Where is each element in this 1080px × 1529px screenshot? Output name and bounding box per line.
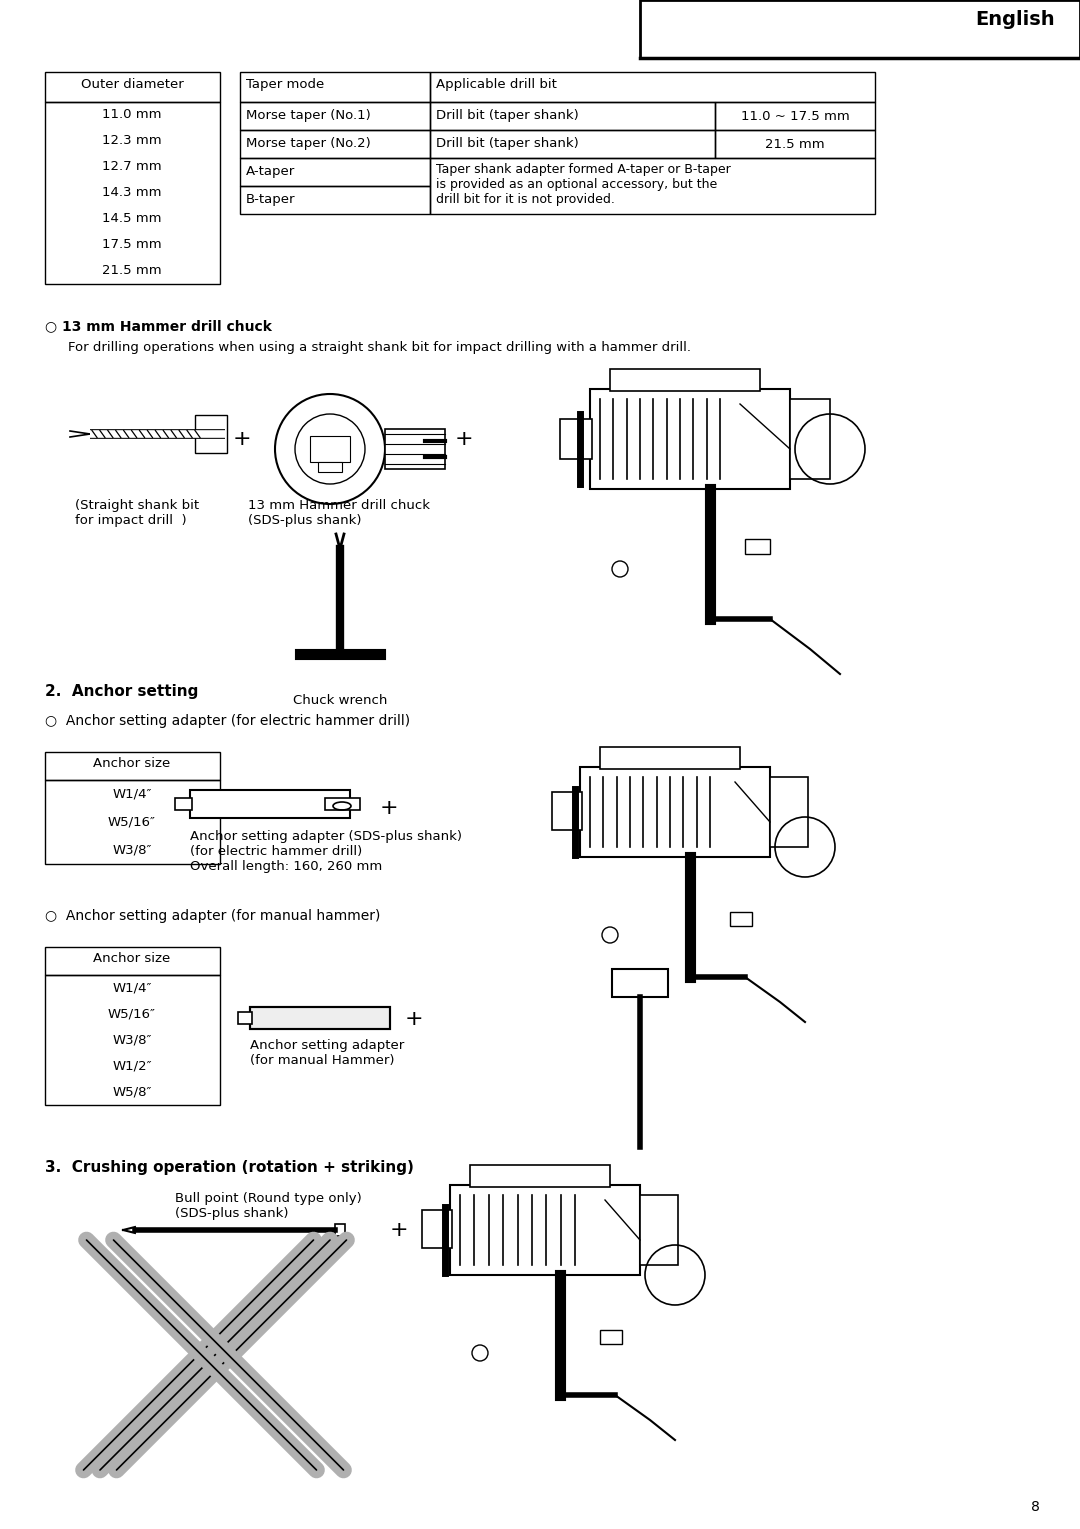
Bar (240, 187, 430, 214)
Bar (318, 462, 342, 472)
Text: ○  Anchor setting adapter (for manual hammer): ○ Anchor setting adapter (for manual ham… (45, 910, 380, 924)
Bar (45, 976, 220, 1105)
Text: 12.7 mm: 12.7 mm (103, 159, 162, 173)
Text: ○  Anchor setting adapter (for electric hammer drill): ○ Anchor setting adapter (for electric h… (45, 714, 410, 728)
Bar (310, 436, 350, 462)
Bar (335, 1225, 345, 1235)
Text: +: + (455, 430, 474, 450)
Text: W5/8″: W5/8″ (112, 1086, 152, 1098)
Text: 3.  Crushing operation (rotation + striking): 3. Crushing operation (rotation + striki… (45, 1161, 414, 1174)
Bar (600, 1330, 622, 1344)
Text: Anchor setting adapter (SDS-plus shank)
(for electric hammer drill)
Overall leng: Anchor setting adapter (SDS-plus shank) … (190, 830, 462, 873)
Bar (745, 540, 770, 553)
Text: W5/16″: W5/16″ (108, 1008, 156, 1020)
Bar (430, 130, 715, 157)
Text: Morse taper (No.2): Morse taper (No.2) (246, 138, 370, 150)
Bar (715, 102, 875, 130)
Text: Chuck wrench: Chuck wrench (293, 694, 388, 706)
Text: 14.5 mm: 14.5 mm (103, 211, 162, 225)
Text: Drill bit (taper shank): Drill bit (taper shank) (436, 138, 579, 150)
Text: W3/8″: W3/8″ (112, 1034, 152, 1046)
Bar (590, 388, 789, 489)
Bar (730, 911, 752, 927)
Bar (430, 157, 875, 214)
Bar (45, 780, 220, 864)
Text: +: + (233, 430, 252, 450)
Bar (610, 368, 760, 391)
Text: For drilling operations when using a straight shank bit for impact drilling with: For drilling operations when using a str… (68, 341, 691, 355)
Bar (240, 72, 430, 102)
Bar (240, 157, 430, 187)
Bar (561, 419, 592, 459)
Text: Anchor size: Anchor size (93, 953, 171, 965)
Text: A-taper: A-taper (246, 165, 295, 177)
Bar (789, 399, 831, 479)
Text: +: + (380, 798, 399, 818)
Text: Applicable drill bit: Applicable drill bit (436, 78, 557, 92)
Bar (45, 752, 220, 780)
Text: 12.3 mm: 12.3 mm (103, 133, 162, 147)
Text: Anchor setting adapter
(for manual Hammer): Anchor setting adapter (for manual Hamme… (249, 1040, 404, 1067)
Text: W1/2″: W1/2″ (112, 1060, 152, 1072)
Text: Outer diameter: Outer diameter (81, 78, 184, 92)
Bar (45, 946, 220, 976)
Text: Drill bit (taper shank): Drill bit (taper shank) (436, 109, 579, 122)
Text: 8: 8 (1031, 1500, 1040, 1514)
Bar (770, 777, 808, 847)
Bar (249, 1008, 390, 1029)
Text: 17.5 mm: 17.5 mm (103, 237, 162, 251)
Bar (325, 798, 360, 810)
Bar (612, 969, 669, 997)
Text: Morse taper (No.1): Morse taper (No.1) (246, 109, 370, 122)
Text: Anchor size: Anchor size (93, 757, 171, 771)
Bar (249, 1008, 390, 1029)
Text: (Straight shank bit
for impact drill  ): (Straight shank bit for impact drill ) (75, 498, 199, 528)
Bar (238, 1012, 252, 1024)
Bar (195, 414, 227, 453)
Text: +: + (390, 1220, 408, 1240)
Text: W1/4″: W1/4″ (112, 787, 152, 801)
Text: 13 mm Hammer drill chuck
(SDS-plus shank): 13 mm Hammer drill chuck (SDS-plus shank… (248, 498, 430, 528)
Bar (45, 102, 220, 284)
Text: W1/4″: W1/4″ (112, 982, 152, 994)
Bar (640, 0, 1080, 58)
Bar (384, 430, 445, 469)
Text: 14.3 mm: 14.3 mm (103, 185, 162, 199)
Text: W5/16″: W5/16″ (108, 815, 156, 829)
Text: Taper shank adapter formed A-taper or B-taper
is provided as an optional accesso: Taper shank adapter formed A-taper or B-… (436, 164, 731, 206)
Text: W3/8″: W3/8″ (112, 844, 152, 856)
Bar (470, 1165, 610, 1187)
Bar (240, 102, 430, 130)
Text: 21.5 mm: 21.5 mm (103, 263, 162, 277)
Text: 21.5 mm: 21.5 mm (766, 138, 825, 150)
Text: 11.0 mm: 11.0 mm (103, 107, 162, 121)
Bar (580, 768, 770, 856)
Text: B-taper: B-taper (246, 193, 296, 206)
Bar (450, 1185, 640, 1275)
Text: 2.  Anchor setting: 2. Anchor setting (45, 683, 199, 699)
Bar (422, 1209, 453, 1248)
Text: 11.0 ~ 17.5 mm: 11.0 ~ 17.5 mm (741, 110, 849, 122)
Text: +: + (405, 1009, 423, 1029)
Bar (175, 798, 192, 810)
Text: Bull point (Round type only)
(SDS-plus shank): Bull point (Round type only) (SDS-plus s… (175, 1193, 362, 1220)
Bar (45, 72, 220, 102)
Bar (430, 72, 875, 102)
Text: ○ 13 mm Hammer drill chuck: ○ 13 mm Hammer drill chuck (45, 320, 272, 333)
Bar (715, 130, 875, 157)
Text: English: English (975, 11, 1055, 29)
Bar (190, 790, 350, 818)
Bar (600, 748, 740, 769)
Bar (552, 792, 582, 830)
Bar (430, 102, 715, 130)
Text: Taper mode: Taper mode (246, 78, 324, 92)
Bar (240, 130, 430, 157)
Bar (640, 1196, 678, 1264)
